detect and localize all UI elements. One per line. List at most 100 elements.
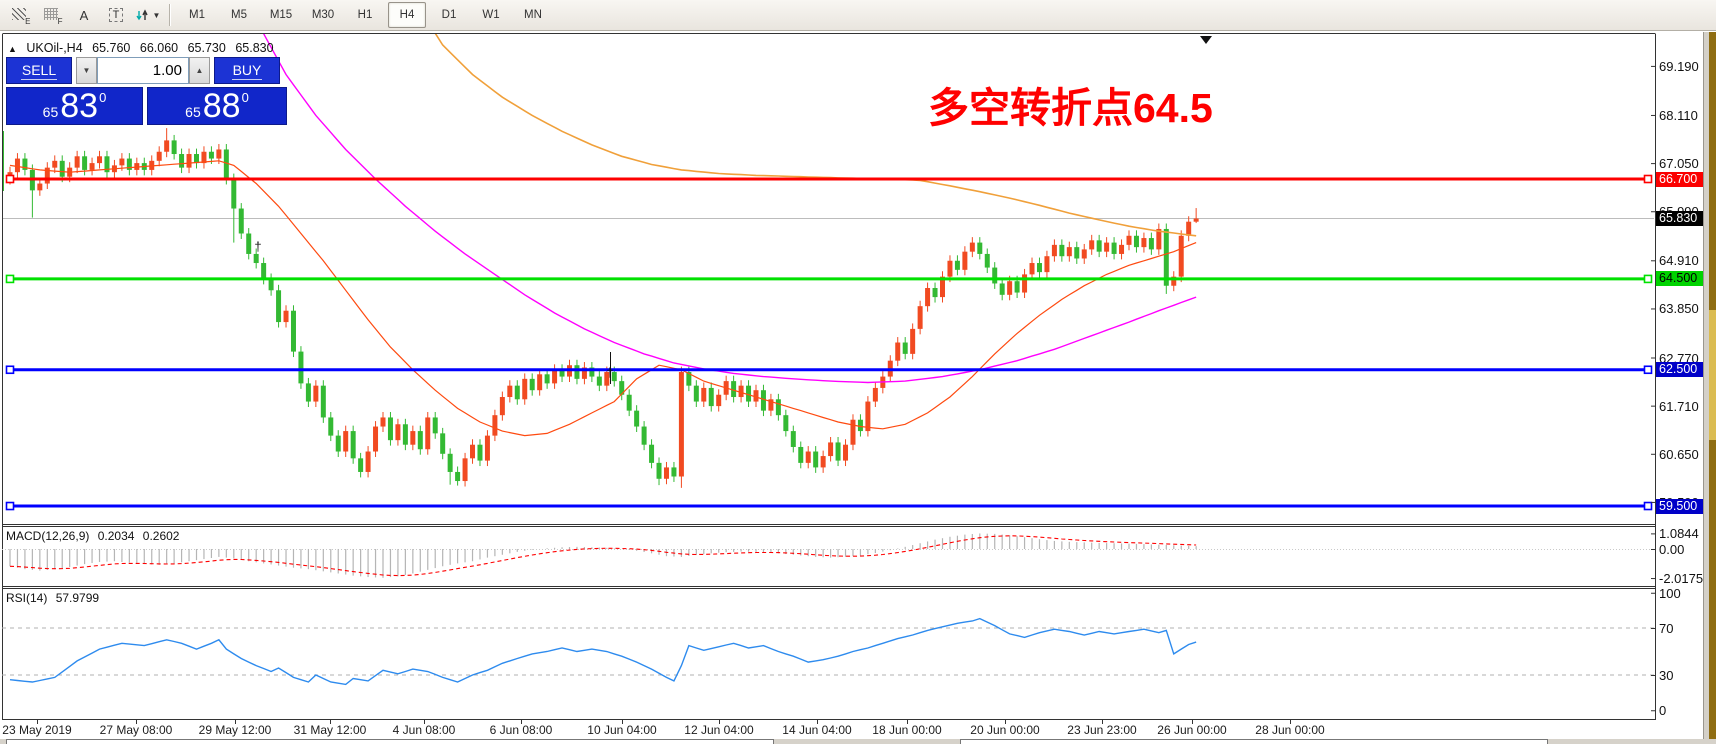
volume-increase-button[interactable]: ▲ xyxy=(189,57,210,84)
timeframe-button-m30[interactable]: M30 xyxy=(311,9,335,21)
ma-slow xyxy=(434,34,1197,237)
window-edge-strip xyxy=(1703,32,1710,744)
price-tick-label: 60.650 xyxy=(1659,446,1699,462)
date-tick-label: 4 Jun 08:00 xyxy=(392,723,456,737)
timeframe-button-m1[interactable]: M1 xyxy=(189,9,205,21)
sell-price-sup: 0 xyxy=(99,90,107,105)
timeframe-button-d1[interactable]: D1 xyxy=(441,9,457,21)
rsi-label: RSI(14) 57.9799 xyxy=(6,591,100,605)
timeframe-button-m5[interactable]: M5 xyxy=(231,9,247,21)
date-tick-label: 18 Jun 00:00 xyxy=(872,723,942,737)
price-tick-label: 64.910 xyxy=(1659,253,1699,269)
ma-mid xyxy=(263,34,1197,384)
price-badge-62.500: 62.500 xyxy=(1656,362,1706,378)
symbol-header: ▲ UKOil-,H4 65.760 66.060 65.730 65.830 xyxy=(8,41,280,55)
timeframe-button-h1[interactable]: H1 xyxy=(357,9,373,21)
timeframe-button-h4[interactable]: H4 xyxy=(388,2,426,28)
grid-icon: F xyxy=(43,7,63,26)
collapse-triangle-icon[interactable]: ▲ xyxy=(8,44,17,54)
price-tick-label: 62.770 xyxy=(1659,350,1699,366)
sell-button[interactable]: SELL xyxy=(6,57,72,84)
arrange-button[interactable]: ▼ xyxy=(134,2,162,28)
date-tick-label: 31 May 12:00 xyxy=(293,723,367,737)
ohlc-close: 65.830 xyxy=(235,41,274,55)
price-badge-59.500: 59.500 xyxy=(1656,498,1706,514)
rsi-value: 57.9799 xyxy=(55,591,100,605)
date-tick-label: 23 Jun 23:00 xyxy=(1067,723,1137,737)
buy-price-sup: 0 xyxy=(241,90,249,105)
date-tick-label: 10 Jun 04:00 xyxy=(587,723,657,737)
buy-price-panel[interactable]: 65 88 0 xyxy=(147,87,287,125)
ohlc-low: 65.730 xyxy=(187,41,226,55)
ohlc-open: 65.760 xyxy=(92,41,131,55)
volume-input[interactable]: 1.00 xyxy=(97,57,189,84)
text-box-button[interactable]: T xyxy=(102,2,130,28)
date-tick-label: 14 Jun 04:00 xyxy=(782,723,852,737)
date-tick-label: 6 Jun 08:00 xyxy=(489,723,553,737)
sell-price-handle: 65 xyxy=(42,104,59,120)
text-label-icon: A xyxy=(79,7,89,23)
price-badge-64.500: 64.500 xyxy=(1656,271,1706,287)
price-tick-label: 67.050 xyxy=(1659,156,1699,172)
text-box-icon: T xyxy=(108,8,124,22)
date-tick-label: 23 May 2019 xyxy=(2,723,72,737)
price-tick-label: 69.190 xyxy=(1659,58,1699,74)
sell-price-big: 83 xyxy=(60,87,99,125)
buy-button[interactable]: BUY xyxy=(214,57,280,84)
toolbar: E F A T ▼ M1 M5 M15 M30 H1 H4 D1 W1 MN xyxy=(0,0,1716,31)
date-tick-label: 12 Jun 04:00 xyxy=(684,723,754,737)
text-label-button[interactable]: A xyxy=(70,2,98,28)
trade-panel: SELL ▼ 1.00 ▲ BUY 65 83 0 65 88 0 xyxy=(6,57,288,125)
bottom-tab xyxy=(6,739,774,744)
date-tick-label: 28 Jun 00:00 xyxy=(1255,723,1325,737)
buy-price-big: 88 xyxy=(202,87,241,125)
timeframe-button-mn[interactable]: MN xyxy=(524,9,542,21)
indicators-icon-button[interactable]: E xyxy=(6,2,34,28)
date-tick-label: 27 May 08:00 xyxy=(99,723,173,737)
price-badge-65.830: 65.830 xyxy=(1656,211,1706,226)
ohlc-high: 66.060 xyxy=(139,41,179,55)
price-badge-66.700: 66.700 xyxy=(1656,171,1706,187)
buy-price-handle: 65 xyxy=(185,104,201,120)
chevron-up-icon: ▲ xyxy=(195,66,204,75)
macd-tick-label: -2.0175 xyxy=(1659,571,1704,587)
macd-tick-label: 0.00 xyxy=(1659,542,1685,557)
dagger-mark: † xyxy=(254,239,261,254)
macd-signal-line xyxy=(9,535,1197,577)
volume-decrease-button[interactable]: ▼ xyxy=(76,57,97,84)
chevron-down-icon: ▼ xyxy=(152,10,161,20)
rsi-tick-label: 70 xyxy=(1659,621,1674,636)
chart-shift-marker xyxy=(1200,36,1212,44)
bottom-strip xyxy=(0,739,1716,744)
rsi-tick-label: 0 xyxy=(1659,703,1667,718)
date-tick-label: 26 Jun 00:00 xyxy=(1157,723,1227,737)
main-pane xyxy=(3,34,1654,488)
arrange-arrows-icon xyxy=(135,8,148,20)
toolbar-separator xyxy=(169,4,171,26)
macd-tick-label: 1.0844 xyxy=(1659,526,1699,542)
date-tick-label: 29 May 12:00 xyxy=(198,723,272,737)
macd-value-main: 0.2034 xyxy=(97,529,135,543)
macd-value-signal: 0.2602 xyxy=(142,529,180,543)
price-tick-label: 63.850 xyxy=(1659,301,1699,317)
sell-price-panel[interactable]: 65 83 0 xyxy=(6,87,143,125)
timeframe-bar: M1 M5 M15 M30 H1 H4 D1 W1 MN xyxy=(178,2,556,28)
rsi-line xyxy=(9,617,1197,686)
chevron-down-icon: ▼ xyxy=(82,66,91,75)
date-tick-label: 20 Jun 00:00 xyxy=(970,723,1040,737)
rsi-tick-label: 100 xyxy=(1659,585,1681,601)
timeframe-button-w1[interactable]: W1 xyxy=(482,9,500,21)
grid-icon-button[interactable]: F xyxy=(38,2,66,28)
background-window-scrollbar-thumb[interactable] xyxy=(1709,310,1716,440)
timeframe-button-m15[interactable]: M15 xyxy=(269,9,293,21)
price-tick-label: 61.710 xyxy=(1659,398,1699,414)
rsi-tick-label: 30 xyxy=(1659,668,1674,683)
indicators-icon: E xyxy=(11,7,31,26)
macd-label: MACD(12,26,9) 0.2034 0.2602 xyxy=(6,529,180,543)
price-tick-label: 68.110 xyxy=(1659,107,1698,123)
chart-annotation-text: 多空转折点64.5 xyxy=(928,85,1213,131)
bottom-tab xyxy=(960,739,1548,744)
ma-fast xyxy=(9,160,1197,437)
symbol-name: UKOil-,H4 xyxy=(26,41,83,55)
